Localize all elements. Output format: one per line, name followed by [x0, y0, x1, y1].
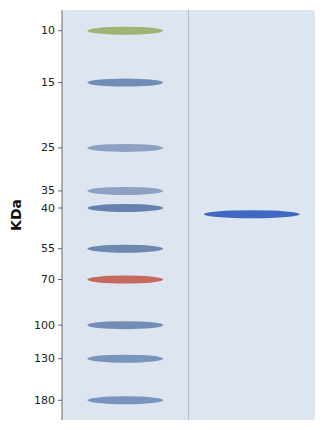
band: [87, 79, 163, 87]
y-tick: [58, 147, 62, 148]
y-tick: [58, 400, 62, 401]
y-tick-label: 15: [41, 76, 55, 89]
y-tick: [58, 279, 62, 280]
y-tick: [58, 358, 62, 359]
gel-background: [62, 10, 315, 420]
y-tick-label: 180: [34, 394, 55, 407]
y-axis-label: KDa: [8, 199, 24, 231]
y-tick-label: 10: [41, 24, 55, 37]
y-tick: [58, 190, 62, 191]
chart: 180 130 100 70 55 40 35 25 15 10 KDa: [0, 0, 325, 430]
y-tick-label: 100: [34, 319, 55, 332]
band: [87, 187, 163, 195]
y-tick-label: 35: [41, 184, 55, 197]
bands: [87, 27, 300, 405]
y-tick-label: 130: [34, 352, 55, 365]
lane-divider: [188, 10, 189, 420]
band: [204, 210, 300, 218]
band: [87, 204, 163, 212]
y-tick: [58, 208, 62, 209]
y-tick-label: 25: [41, 141, 55, 154]
band: [87, 276, 163, 284]
y-tick: [58, 325, 62, 326]
band: [87, 144, 163, 152]
y-tick: [58, 30, 62, 31]
y-tick: [58, 248, 62, 249]
y-tick-label: 40: [41, 202, 55, 215]
band: [87, 245, 163, 253]
band: [87, 27, 163, 35]
band: [87, 396, 163, 404]
y-tick-label: 55: [41, 242, 55, 255]
y-tick-label: 70: [41, 273, 55, 286]
y-tick: [58, 82, 62, 83]
band: [87, 321, 163, 329]
band: [87, 355, 163, 363]
